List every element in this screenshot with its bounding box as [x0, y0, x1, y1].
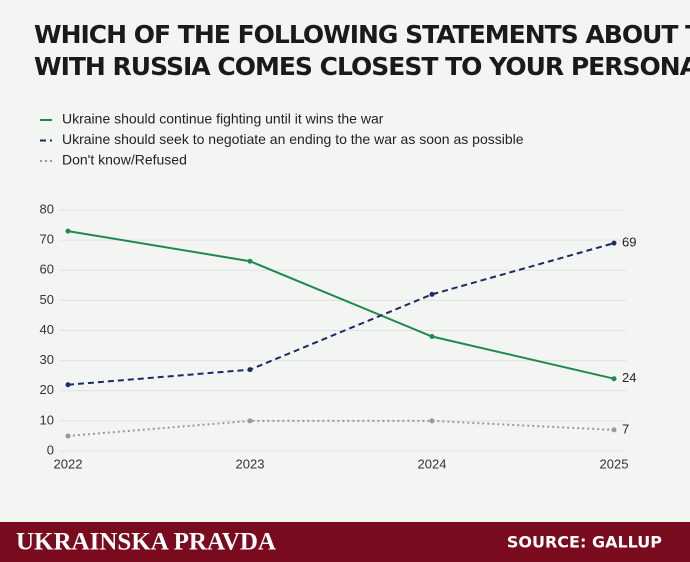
- point: [65, 228, 71, 234]
- point: [611, 240, 617, 246]
- point: [65, 433, 71, 439]
- point: [247, 258, 253, 264]
- y-tick-label: 50: [40, 292, 54, 307]
- x-tick-label: 2024: [418, 456, 447, 471]
- y-tick-label: 20: [40, 382, 54, 397]
- y-tick-label: 80: [40, 201, 54, 216]
- point: [429, 291, 435, 297]
- series-line: [67, 242, 615, 386]
- chart-title: WHICH OF THE FOLLOWING STATEMENTS ABOUT …: [34, 20, 690, 81]
- brand: UKRAINSKA PRAVDA: [16, 529, 276, 556]
- data-label: 24: [622, 370, 636, 385]
- series-line: [67, 230, 615, 380]
- y-tick-label: 40: [40, 322, 54, 337]
- x-tick-label: 2022: [54, 456, 83, 471]
- data-label: 7: [622, 421, 629, 436]
- point: [429, 418, 435, 424]
- point: [429, 334, 435, 340]
- footer-bar: [0, 522, 690, 562]
- y-tick-label: 70: [40, 232, 54, 247]
- point: [247, 367, 253, 373]
- y-tick-label: 30: [40, 352, 54, 367]
- y-tick-label: 60: [40, 262, 54, 277]
- point: [247, 418, 253, 424]
- data-label: 69: [622, 235, 636, 250]
- point: [611, 376, 617, 382]
- y-tick-label: 10: [40, 412, 54, 427]
- legend-label: Don't know/Refused: [62, 152, 187, 168]
- x-tick-label: 2023: [236, 456, 265, 471]
- point: [65, 382, 71, 388]
- point: [611, 427, 617, 433]
- legend-label: Ukraine should seek to negotiate an endi…: [62, 131, 524, 147]
- legend-label: Ukraine should continue fighting until i…: [62, 111, 384, 127]
- source: SOURCE: GALLUP: [507, 533, 662, 552]
- x-tick-label: 2025: [600, 456, 629, 471]
- series-line: [67, 419, 615, 437]
- y-tick-label: 0: [47, 442, 54, 457]
